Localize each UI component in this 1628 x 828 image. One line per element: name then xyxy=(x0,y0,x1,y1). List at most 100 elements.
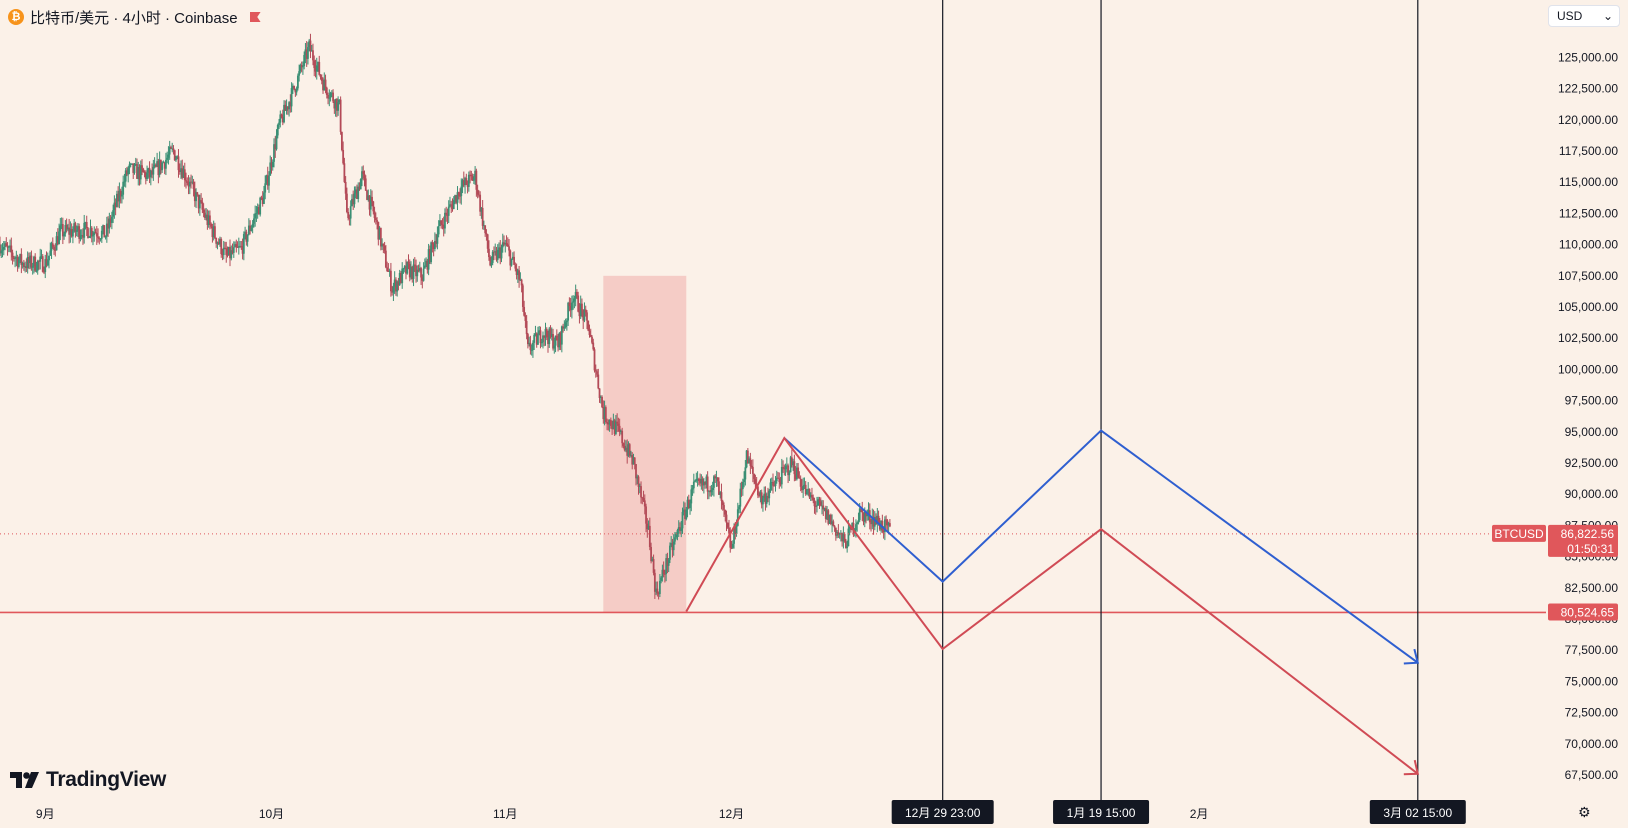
candle-body xyxy=(261,197,264,204)
candle-body xyxy=(44,259,47,273)
candle-body xyxy=(363,173,366,179)
candle-body xyxy=(425,260,427,266)
candle-body xyxy=(415,265,417,277)
candle-body xyxy=(576,291,578,296)
candle-body xyxy=(515,268,518,276)
candle-body xyxy=(94,232,97,234)
candle-body xyxy=(221,254,224,256)
candle-body xyxy=(876,515,879,524)
zigzag-arrow-head xyxy=(1403,648,1420,665)
bearish-zone xyxy=(603,275,687,613)
candle-body xyxy=(43,271,45,273)
candle-body xyxy=(635,464,637,479)
candle-body xyxy=(642,498,645,501)
candle-body xyxy=(763,493,766,499)
candle-body xyxy=(827,510,830,524)
candle-body xyxy=(616,421,619,424)
symbol-title[interactable]: 比特币/美元 · 4小时 · Coinbase xyxy=(30,9,238,27)
candle-body xyxy=(758,495,761,497)
candle-body xyxy=(656,588,659,594)
candle-body xyxy=(136,163,138,179)
candle-body xyxy=(322,80,324,91)
candle-body xyxy=(430,242,433,263)
candle-body xyxy=(866,514,869,517)
candle-body xyxy=(611,425,614,430)
candle-body xyxy=(480,207,483,212)
candle-body xyxy=(412,264,415,279)
candle-body xyxy=(422,268,425,281)
candle-body xyxy=(299,65,302,72)
candle-body xyxy=(535,333,538,345)
candle-body xyxy=(105,223,108,237)
candle-body xyxy=(191,181,194,183)
candle-body xyxy=(593,349,596,371)
candle-body xyxy=(724,509,727,515)
candle-body xyxy=(371,196,373,202)
currency-select[interactable]: USD ⌄ xyxy=(1548,5,1620,27)
candle-body xyxy=(540,342,543,344)
candle-body xyxy=(451,204,454,209)
candle-body xyxy=(295,88,298,93)
candle-body xyxy=(235,244,238,248)
candle-body xyxy=(614,421,617,434)
candle-body xyxy=(289,102,292,107)
candle-body xyxy=(41,256,44,272)
candle-body xyxy=(814,506,817,507)
candle-body xyxy=(568,302,571,306)
candle-body xyxy=(603,407,606,420)
candle-body xyxy=(754,478,757,484)
candle-body xyxy=(421,277,424,281)
candle-body xyxy=(82,234,84,238)
candle-body xyxy=(542,335,544,343)
candle-body xyxy=(178,170,181,172)
candle-body xyxy=(259,197,262,215)
candle-body xyxy=(690,489,693,504)
y-tick-label: 105,000.00 xyxy=(1558,300,1618,314)
candle-body xyxy=(246,234,249,242)
candle-body xyxy=(510,258,513,266)
candle-body xyxy=(205,214,208,218)
candle-body xyxy=(177,156,180,171)
candle-body xyxy=(163,162,166,169)
candle-body xyxy=(704,481,707,485)
candle-body xyxy=(17,260,20,267)
candle-body xyxy=(85,222,88,229)
tradingview-logo-icon xyxy=(10,772,39,788)
candle-body xyxy=(589,334,592,337)
candle-body xyxy=(119,190,122,197)
candle-body xyxy=(115,193,118,207)
candle-body xyxy=(400,272,402,284)
candle-body xyxy=(152,166,155,175)
candle-body xyxy=(65,224,68,230)
candle-body xyxy=(224,247,226,249)
candle-body xyxy=(555,335,558,341)
candle-body xyxy=(22,263,25,268)
candle-body xyxy=(774,481,777,487)
tradingview-logo[interactable]: TradingView xyxy=(10,768,166,792)
candle-body xyxy=(436,234,439,244)
flag-icon[interactable] xyxy=(249,12,261,22)
candle-body xyxy=(234,244,236,248)
candle-body xyxy=(329,93,332,98)
candle-body xyxy=(525,320,528,335)
candle-body xyxy=(582,310,585,321)
candle-body xyxy=(210,223,213,227)
candle-body xyxy=(435,240,438,244)
gear-icon[interactable]: ⚙ xyxy=(1578,804,1591,820)
candle-body xyxy=(418,268,421,271)
candle-body xyxy=(303,54,306,67)
candle-body xyxy=(753,473,756,479)
candle-body xyxy=(35,270,38,272)
candle-body xyxy=(694,480,696,482)
candle-body xyxy=(885,519,888,521)
candle-body xyxy=(750,465,753,467)
candle-body xyxy=(705,476,708,485)
candle-body xyxy=(481,207,484,226)
candle-body xyxy=(357,186,360,200)
candle-body xyxy=(746,450,749,464)
candle-body xyxy=(181,168,184,178)
candle-body xyxy=(789,457,792,473)
candle-body xyxy=(397,281,400,286)
candle-body xyxy=(89,227,92,237)
